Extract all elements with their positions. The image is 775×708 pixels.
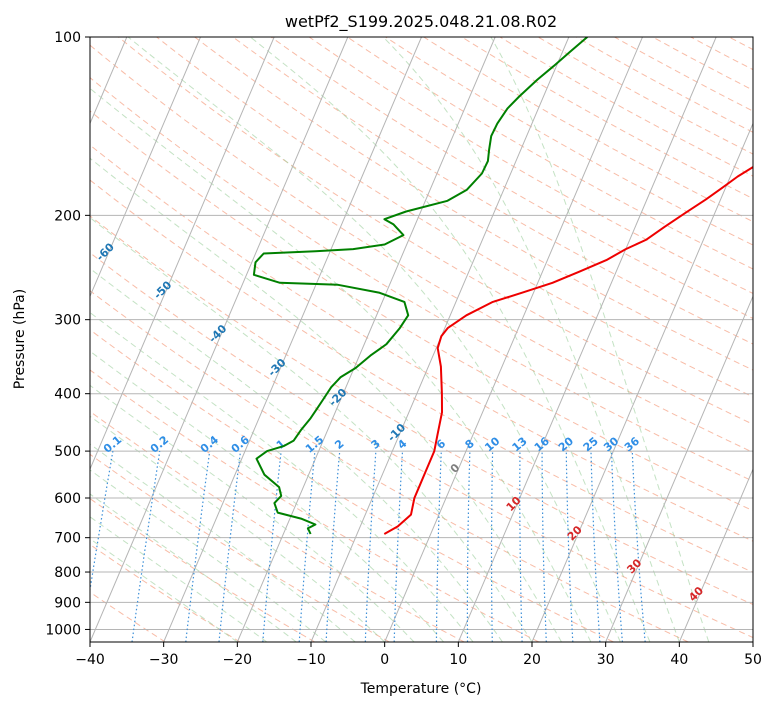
isotherm [90,37,275,471]
y-tick-label: 800 [54,565,81,581]
x-tick-label: 50 [744,652,762,668]
dry-adiabat [90,369,540,642]
background-lines [90,37,753,642]
dry-adiabat [90,410,465,642]
isotherm [90,37,201,298]
mixing-ratio-line [631,451,646,642]
moist-adiabat [90,538,238,642]
y-tick-label: 1000 [45,622,81,638]
x-tick-label: 20 [523,652,541,668]
moist-adiabat [90,216,533,642]
dry-adiabat [90,215,753,606]
isotherm [605,295,753,642]
isotherm [90,37,349,642]
x-axis-label: Temperature (°C) [360,681,482,697]
moist-adiabat [90,311,474,642]
moist-adiabat [127,37,621,642]
isotherm [678,467,753,642]
y-tick-label: 600 [54,491,81,507]
mixing-ratio-line [218,451,242,642]
x-tick-label: −10 [296,652,326,668]
dewpoint-line [252,37,588,535]
dry-adiabat [90,497,315,642]
moist-adiabat [90,469,327,642]
temperature-line [383,165,753,535]
dry-adiabat [118,37,753,425]
x-tick-label: 30 [597,652,615,668]
x-tick-label: 10 [449,652,467,668]
y-tick-label: 400 [54,387,81,403]
moist-adiabat [490,37,710,642]
mixing-ratio-line [90,450,114,594]
moist-adiabat [249,37,651,642]
plot-frame [89,36,754,643]
dry-adiabat [90,44,753,453]
chart-title: wetPf2_S199.2025.048.21.08.R02 [285,12,557,32]
mixing-ratio-line [262,451,282,642]
moist-adiabat [382,37,680,642]
y-tick-label: 700 [54,531,81,547]
x-tick-label: 40 [670,652,688,668]
isotherm [236,37,496,642]
isotherm [531,122,753,642]
dry-adiabat [90,329,614,642]
y-tick-label: 200 [54,208,81,224]
mixing-ratio-line [131,451,161,642]
dry-adiabat [194,37,753,371]
mixing-ratio-line [185,451,211,642]
sounding-series [252,37,753,535]
x-tick-label: 0 [380,652,389,668]
axis-ticks: −40 −30 −20 −10 0 10 20 30 40 50 100 200 300 400 500 60… [45,30,762,668]
moist-adiabat [90,267,503,642]
mixing-ratio-line [298,451,316,642]
x-tick-label: −40 [75,652,105,668]
dry-adiabat [90,252,753,639]
moist-adiabat [90,443,356,642]
x-tick-label: −20 [223,652,253,668]
y-tick-label: 100 [54,30,81,46]
isotherm [457,37,717,642]
moist-adiabat [90,350,444,642]
y-tick-label: 300 [54,313,81,329]
y-tick-label: 900 [54,595,81,611]
dry-adiabat [232,37,753,345]
y-tick-label: 500 [54,444,81,460]
dry-adiabat [90,290,689,642]
dry-adiabat [156,37,753,398]
moist-adiabat [90,87,592,642]
isotherm [163,37,422,642]
x-tick-label: −30 [149,652,179,668]
y-axis-label: Pressure (hPa) [12,289,28,389]
isotherm [384,37,643,642]
moist-adiabat [90,384,415,642]
